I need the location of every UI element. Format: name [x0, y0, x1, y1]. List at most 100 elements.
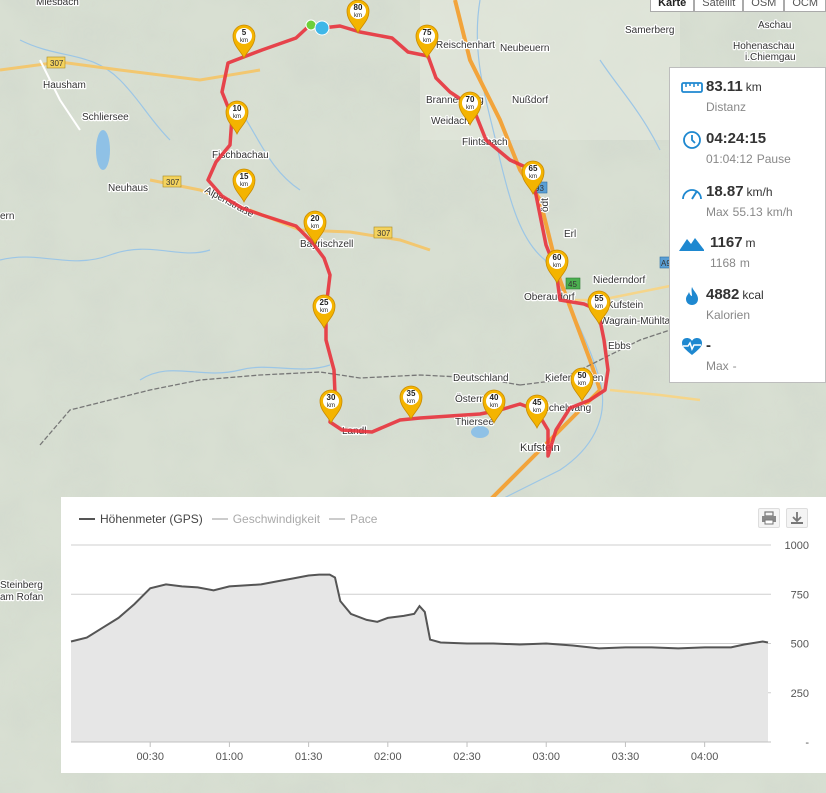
y-tick-label: 250: [791, 688, 809, 700]
place-label: Wagrain-Mühltal: [600, 316, 672, 327]
km-marker-value: 30: [327, 393, 336, 402]
place-label: Kufstein: [607, 300, 643, 311]
legend-item-geschwindigkeit[interactable]: Geschwindigkeit: [211, 512, 320, 526]
place-label: Thiersee: [455, 417, 494, 428]
place-label: ern: [0, 211, 14, 222]
km-marker-face: [419, 28, 435, 44]
x-tick-label: 03:30: [612, 751, 640, 763]
rivers: [0, 0, 661, 501]
print-button[interactable]: [758, 508, 780, 528]
heart-rate-icon: [682, 338, 702, 355]
speedometer-icon: [682, 189, 702, 200]
km-marker-value: 10: [233, 104, 242, 113]
place-label: Niederndorf: [593, 275, 645, 286]
km-marker-value: 25: [320, 298, 329, 307]
download-button[interactable]: [786, 508, 808, 528]
elevation-chart[interactable]: 00:30 01:00 01:30 02:00 02:30 03:00 03:30 04:00…: [61, 497, 826, 773]
elevation-sub-value: 1168: [710, 256, 736, 270]
x-axis: 00:30 01:00 01:30 02:00 02:30 03:00 03:30 04:00: [136, 742, 718, 763]
elevation-sub-line: 1168 m: [710, 256, 750, 270]
place-label: Samerberg: [625, 25, 674, 36]
elevation-unit: m: [745, 236, 756, 250]
thiersee-lake: [471, 426, 489, 438]
y-tick-label: 1000: [785, 540, 809, 552]
place-label: Neuhaus: [108, 183, 148, 194]
km-marker-value: 65: [529, 164, 538, 173]
km-marker-unit: km: [578, 381, 586, 387]
km-marker-value: 20: [311, 214, 320, 223]
x-tick-label: 04:00: [691, 751, 719, 763]
km-marker-unit: km: [407, 399, 415, 405]
route-start-point[interactable]: [305, 19, 317, 31]
km-marker-value: 75: [423, 28, 432, 37]
calories-label: Kalorien: [706, 308, 751, 322]
flame-icon: [686, 287, 698, 305]
km-marker-face: [549, 253, 565, 269]
km-marker-face: [323, 393, 339, 409]
place-label: Hausham: [43, 80, 86, 91]
place-label: Bayrischzell: [300, 239, 353, 250]
route-end-point[interactable]: [314, 20, 330, 36]
x-tick-label: 03:00: [532, 751, 560, 763]
y-tick-label: 750: [791, 589, 809, 601]
stat-speed: 18.87 km/h Max 55.13 km/h: [670, 178, 826, 228]
km-marker-face: [229, 104, 245, 120]
km-marker[interactable]: 5km: [232, 24, 256, 60]
legend-swatch: [329, 518, 346, 520]
km-marker-face: [591, 294, 607, 310]
distance-label: Distanz: [706, 100, 747, 114]
stat-calories: 4882 kcal Kalorien: [670, 281, 826, 331]
road-shield-label: 93: [535, 184, 544, 193]
km-marker-unit: km: [595, 304, 603, 310]
speed-value: 18.87: [706, 183, 744, 200]
max-speed-value: 55.13: [732, 205, 763, 219]
elevation-chart-panel: 00:30 01:00 01:30 02:00 02:30 03:00 03:30 04:00…: [61, 497, 826, 773]
km-marker-unit: km: [327, 403, 335, 409]
ruler-icon: [681, 82, 703, 93]
y-tick-label: 500: [791, 639, 809, 651]
legend-item-hoehenmeter[interactable]: Höhenmeter (GPS): [79, 512, 203, 526]
map-type-satellit-button[interactable]: Satellit: [694, 0, 744, 12]
place-label: Schliersee: [82, 112, 129, 123]
place-label: ödt: [540, 198, 551, 212]
km-marker-face: [525, 164, 541, 180]
stats-panel: 83.11 km Distanz 04:24:15 01:04:12 Pause 1…: [669, 67, 826, 383]
duration-value: 04:24:15: [706, 130, 767, 147]
km-marker-value: 55: [595, 294, 604, 303]
road-shields: 307 307 307 93 A93 45: [46, 56, 676, 290]
road-shield-label: A93: [661, 259, 676, 268]
km-marker-face: [462, 95, 478, 111]
place-label: Flintsbach: [462, 137, 508, 148]
map-type-ocm-button[interactable]: OCM: [784, 0, 826, 12]
map-type-karte-button[interactable]: Karte: [650, 0, 695, 12]
speed-unit: km/h: [746, 185, 773, 199]
legend-label: Pace: [350, 512, 378, 526]
road-shield: [162, 175, 182, 188]
x-tick-label: 01:00: [216, 751, 244, 763]
pause-label: Pause: [756, 152, 791, 166]
legend-item-pace[interactable]: Pace: [329, 512, 377, 526]
place-label: am Rofan: [0, 592, 43, 603]
calories-value: 4882: [706, 286, 740, 303]
km-marker-unit: km: [466, 105, 474, 111]
place-label: Nußdorf: [512, 95, 548, 106]
map-type-osm-button[interactable]: OSM: [743, 0, 785, 12]
road-shield-label: 307: [166, 178, 180, 187]
km-marker-unit: km: [240, 38, 248, 44]
